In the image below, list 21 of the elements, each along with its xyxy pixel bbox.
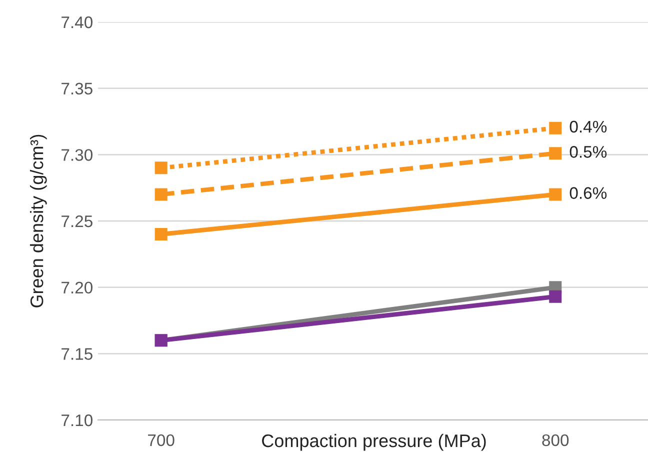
series-label: 0.6% [570,187,607,199]
point [549,122,562,134]
point [154,228,168,241]
x-axis-title: Compaction pressure (MPa) [262,434,486,451]
point [549,188,562,201]
y-tick-label: 7.10 [62,414,92,426]
y-tick-label: 7.35 [62,82,92,95]
x-tick-label: 800 [542,434,569,446]
point [549,290,562,303]
y-tick-label: 7.15 [62,348,92,360]
series-label: 0.5% [570,146,607,158]
series-label: 0.4% [570,120,607,133]
point [154,188,168,201]
y-tick-label: 7.20 [62,282,92,294]
x-tick-label: 700 [148,434,174,446]
y-tick-label: 7.30 [62,149,92,161]
y-axis-title: Green density (g/cm³) [30,134,47,308]
point [154,162,168,174]
y-tick-label: 7.25 [62,215,92,228]
point [549,147,562,160]
y-tick-label: 7.40 [62,16,92,28]
